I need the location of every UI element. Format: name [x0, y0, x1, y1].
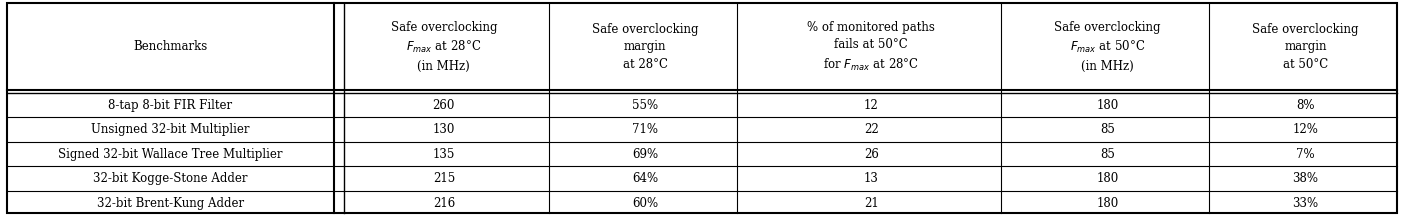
Text: % of monitored paths
fails at 50°C
for $F_{max}$ at 28°C: % of monitored paths fails at 50°C for $… — [807, 21, 934, 73]
Text: 85: 85 — [1100, 123, 1115, 136]
Text: 33%: 33% — [1293, 197, 1318, 210]
Text: 8-tap 8-bit FIR Filter: 8-tap 8-bit FIR Filter — [108, 98, 233, 111]
Text: 12%: 12% — [1293, 123, 1318, 136]
Text: 71%: 71% — [632, 123, 658, 136]
Text: 12: 12 — [864, 98, 878, 111]
Text: 22: 22 — [864, 123, 878, 136]
Text: 260: 260 — [433, 98, 455, 111]
Text: 216: 216 — [433, 197, 455, 210]
Text: 69%: 69% — [632, 148, 658, 160]
Text: 55%: 55% — [632, 98, 658, 111]
Text: 135: 135 — [433, 148, 455, 160]
Text: Signed 32-bit Wallace Tree Multiplier: Signed 32-bit Wallace Tree Multiplier — [57, 148, 283, 160]
Text: Safe overclocking
$F_{max}$ at 50°C
(in MHz): Safe overclocking $F_{max}$ at 50°C (in … — [1054, 21, 1160, 73]
Text: 85: 85 — [1100, 148, 1115, 160]
Text: 7%: 7% — [1296, 148, 1314, 160]
Text: Unsigned 32-bit Multiplier: Unsigned 32-bit Multiplier — [91, 123, 249, 136]
Text: 180: 180 — [1097, 197, 1118, 210]
Text: 130: 130 — [433, 123, 455, 136]
Text: 180: 180 — [1097, 172, 1118, 185]
Text: 32-bit Brent-Kung Adder: 32-bit Brent-Kung Adder — [97, 197, 244, 210]
Text: 26: 26 — [864, 148, 878, 160]
Text: 32-bit Kogge-Stone Adder: 32-bit Kogge-Stone Adder — [92, 172, 248, 185]
Text: 60%: 60% — [632, 197, 658, 210]
Text: 64%: 64% — [632, 172, 658, 185]
Text: Benchmarks: Benchmarks — [133, 40, 207, 53]
Text: 8%: 8% — [1296, 98, 1314, 111]
Text: 38%: 38% — [1293, 172, 1318, 185]
Text: Safe overclocking
$F_{max}$ at 28°C
(in MHz): Safe overclocking $F_{max}$ at 28°C (in … — [391, 21, 497, 73]
Text: 180: 180 — [1097, 98, 1118, 111]
Text: 215: 215 — [433, 172, 455, 185]
Text: 13: 13 — [864, 172, 878, 185]
Text: Safe overclocking
margin
at 50°C: Safe overclocking margin at 50°C — [1252, 23, 1359, 71]
Text: Safe overclocking
margin
at 28°C: Safe overclocking margin at 28°C — [593, 23, 699, 71]
Text: 21: 21 — [864, 197, 878, 210]
